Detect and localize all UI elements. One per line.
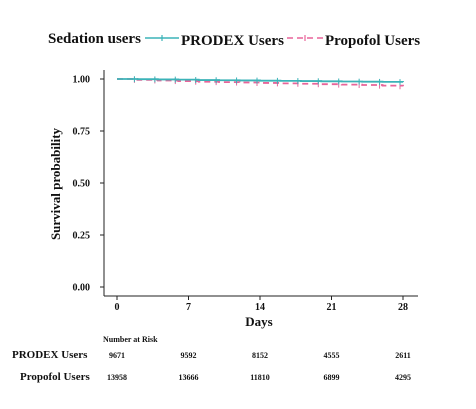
x-tick-label: 7 — [186, 302, 191, 313]
legend-title: Sedation users — [48, 31, 141, 47]
risk-value: 11810 — [250, 373, 270, 382]
legend: Sedation users PRODEX Users Propofol Use… — [48, 31, 420, 49]
series-line-propofol-users — [117, 78, 404, 87]
risk-value: 13666 — [179, 373, 199, 382]
y-axis-title: Survival probability — [48, 127, 63, 240]
y-tick-label: 0.25 — [73, 231, 91, 242]
x-axis-title: Days — [245, 314, 272, 329]
y-tick-label: 0.75 — [73, 127, 91, 138]
series-layer — [117, 76, 404, 90]
legend-label-propofol: Propofol Users — [325, 33, 420, 49]
x-tick-label: 21 — [327, 302, 337, 313]
risk-value: 8152 — [252, 351, 268, 360]
risk-value: 9671 — [109, 351, 125, 360]
risk-value: 4295 — [395, 373, 411, 382]
risk-values: 9671 9592 8152 4555 2611 13958 13666 11810 6899 4… — [107, 351, 411, 382]
x-tick-label: 28 — [398, 302, 408, 313]
risk-row-label-propofol: Propofol Users — [20, 371, 90, 383]
risk-value: 2611 — [395, 351, 411, 360]
risk-row-label-prodex: PRODEX Users — [12, 349, 88, 361]
risk-value: 6899 — [324, 373, 340, 382]
risk-table: Number at Risk PRODEX Users Propofol Use… — [12, 335, 411, 383]
x-tick-label: 0 — [115, 302, 120, 313]
risk-table-header: Number at Risk — [103, 335, 158, 344]
x-tick-label: 14 — [255, 302, 265, 313]
risk-value: 4555 — [324, 351, 340, 360]
y-tick-label: 0.00 — [73, 283, 91, 294]
risk-value: 13958 — [107, 373, 127, 382]
x-ticks: 0 7 14 21 28 — [115, 296, 408, 313]
legend-label-prodex: PRODEX Users — [181, 33, 284, 49]
y-tick-label: 0.50 — [73, 179, 91, 190]
series-line-prodex-users — [117, 78, 404, 83]
y-tick-label: 1.00 — [73, 75, 91, 86]
risk-value: 9592 — [181, 351, 197, 360]
y-ticks: 0.00 0.25 0.50 0.75 1.00 — [73, 75, 104, 294]
